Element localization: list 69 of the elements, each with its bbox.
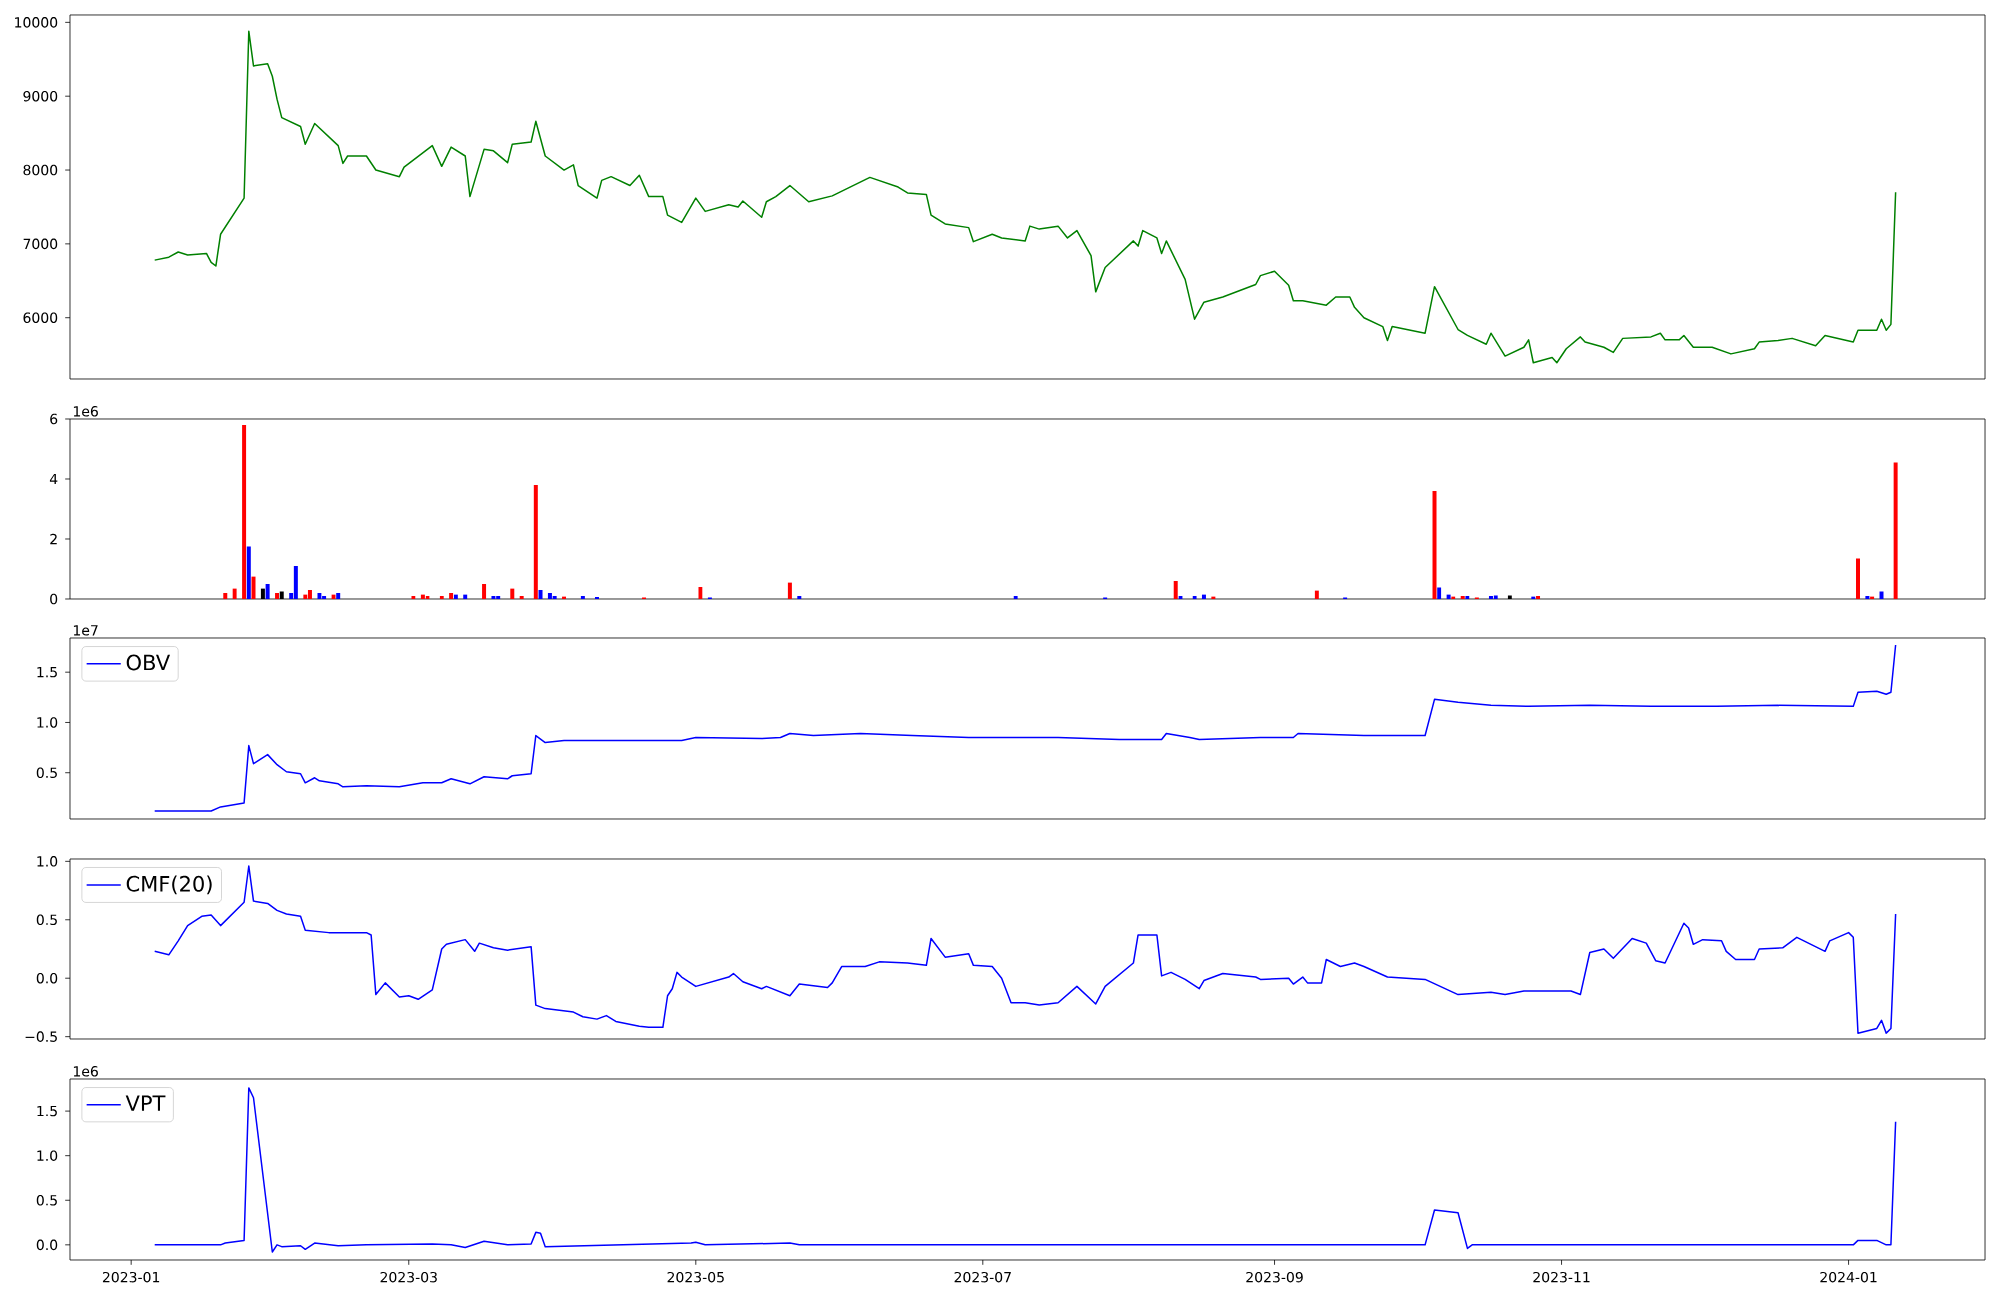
y-tick-label: 6 (50, 413, 58, 425)
bar (510, 588, 515, 599)
x-tick-label: 2023-05 (667, 1271, 724, 1283)
y-tick-label: 9000 (23, 90, 58, 102)
bar (1192, 595, 1197, 599)
y-tick-label: 0.0 (36, 1239, 58, 1251)
text: 1e7 (73, 625, 98, 636)
y-tick-label: 1.0 (37, 717, 58, 728)
bar (1855, 558, 1860, 599)
y-tick-label: 1.5 (37, 666, 57, 678)
bar (797, 595, 802, 599)
bar (552, 595, 557, 599)
x-tick-label: 2024-01 (1820, 1271, 1877, 1283)
bar (242, 425, 247, 599)
bar (223, 592, 228, 599)
bar (594, 596, 599, 599)
bar (538, 589, 543, 599)
bar (336, 592, 341, 599)
y-tick-label: 0.5 (36, 914, 57, 926)
bar (787, 582, 792, 599)
bar (533, 484, 538, 599)
bar (1460, 595, 1465, 599)
bar (482, 583, 487, 599)
y-tick-label: 0 (50, 593, 58, 605)
bar (1493, 595, 1498, 599)
y-tick-label: 0.0 (36, 972, 58, 984)
bar (1432, 490, 1437, 599)
legend-label: CMF(20) (126, 875, 212, 895)
bar (251, 576, 256, 599)
legend-label: OBV (126, 654, 171, 671)
text: 1e6 (73, 1066, 98, 1077)
bar (307, 589, 312, 599)
text: 1e6 (73, 406, 98, 417)
bar (698, 586, 703, 599)
line-series (153, 30, 1897, 364)
y-tick-label: 1.0 (37, 1150, 58, 1161)
legend-label: VPT (125, 1095, 166, 1111)
bar (1173, 580, 1178, 599)
bar (439, 595, 444, 599)
bar (265, 583, 270, 599)
bar (1893, 462, 1898, 599)
bar (580, 595, 585, 599)
y-tick-label: 10000 (15, 17, 58, 28)
y-tick-label: 0.5 (36, 1194, 57, 1206)
y-tick-label: −0.5 (25, 1031, 57, 1042)
bar (1865, 595, 1870, 599)
y-tick-label: 2 (50, 533, 57, 545)
y-tick-label: 0.5 (36, 767, 57, 779)
y-tick-label: 8000 (23, 164, 58, 176)
bar (322, 595, 327, 599)
bar (449, 592, 454, 599)
bar (491, 595, 496, 599)
y-tick-label: 1.0 (37, 856, 58, 867)
bar (1536, 595, 1541, 599)
y-tick-label: 6000 (23, 312, 58, 323)
bar (1465, 595, 1470, 599)
x-tick-label: 2023-09 (1246, 1271, 1303, 1283)
x-tick-label: 2023-07 (954, 1271, 1011, 1283)
y-tick-label: 4 (49, 473, 58, 485)
y-tick-label: 1.5 (37, 1105, 57, 1117)
bar (1437, 587, 1442, 599)
x-tick-label: 2023-11 (1533, 1271, 1590, 1283)
bar (293, 565, 298, 599)
bar (411, 595, 416, 599)
bar (246, 546, 251, 599)
y-tick-label: 7000 (23, 238, 58, 250)
x-tick-label: 2023-03 (380, 1271, 437, 1283)
x-tick-label: 2023-01 (102, 1271, 160, 1283)
bar (1879, 591, 1884, 599)
